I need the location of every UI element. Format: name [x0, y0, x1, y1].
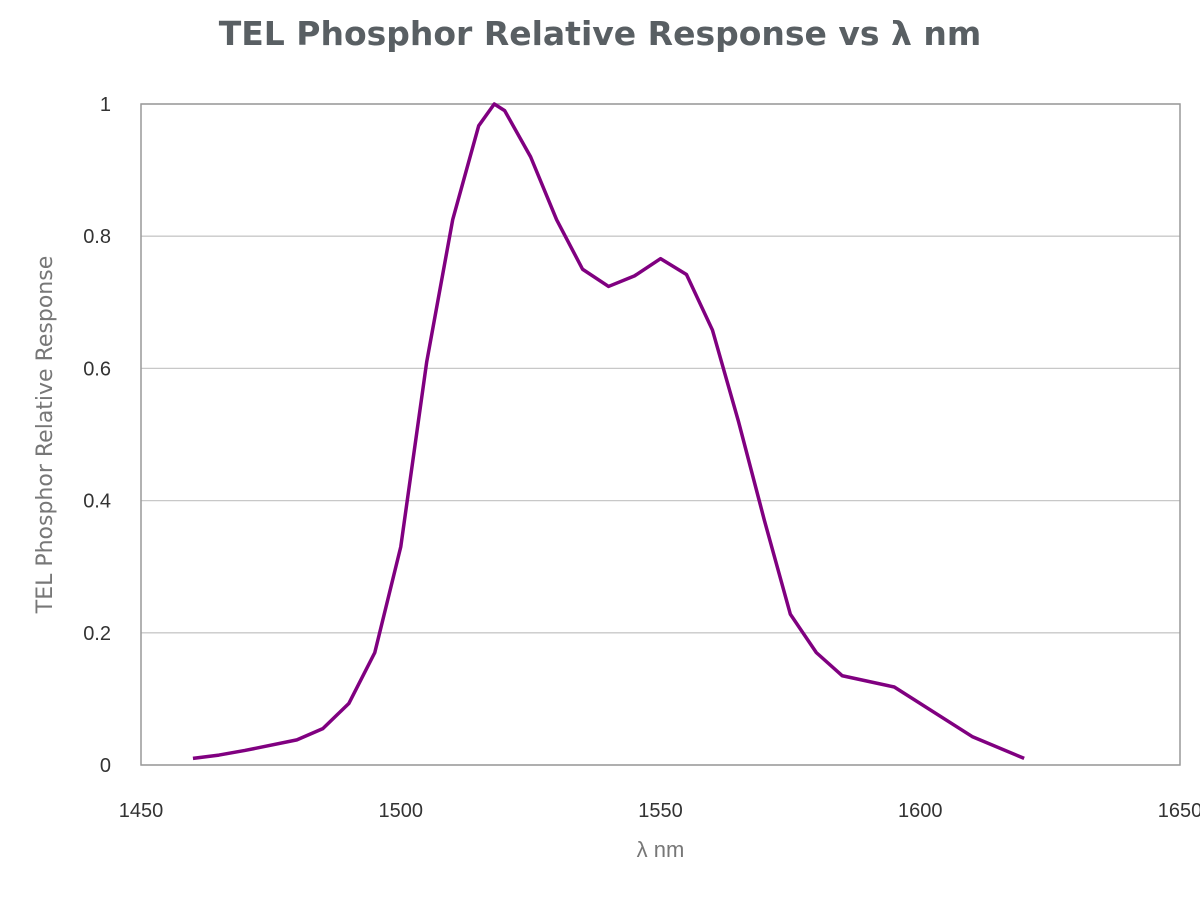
y-tick-label: 0.4: [83, 491, 111, 513]
chart-title: TEL Phosphor Relative Response vs λ nm: [218, 14, 982, 53]
series-line: [192, 102, 1025, 761]
x-axis-label: λ nm: [637, 837, 685, 862]
x-tick-label: 1450: [119, 800, 164, 822]
y-axis-label: TEL Phosphor Relative Response: [33, 256, 58, 615]
y-tick-label: 0.8: [83, 226, 111, 248]
x-tick-label: 1600: [898, 800, 943, 822]
x-tick-label: 1550: [638, 800, 683, 822]
x-tick-label: 1500: [379, 800, 424, 822]
plot-area-border: [140, 103, 1181, 766]
y-tick-label: 0.6: [83, 358, 111, 380]
y-tick-label: 0: [100, 755, 111, 777]
y-tick-label: 0.2: [83, 623, 111, 645]
y-tick-label: 1: [100, 94, 111, 116]
x-tick-label: 1650: [1158, 800, 1200, 822]
